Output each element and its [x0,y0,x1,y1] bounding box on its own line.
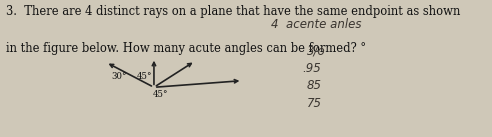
Text: 30°: 30° [111,72,126,81]
Text: 85: 85 [307,79,321,92]
Text: 4  acente anles: 4 acente anles [272,18,362,31]
Text: 45°: 45° [153,90,168,99]
Text: .95: .95 [303,62,321,75]
Text: in the figure below. How many acute angles can be formed? °: in the figure below. How many acute angl… [5,42,366,55]
Text: 3.  There are 4 distinct rays on a plane that have the same endpoint as shown: 3. There are 4 distinct rays on a plane … [5,5,460,18]
Text: 3/o: 3/o [307,45,325,58]
Text: 45°: 45° [137,72,153,81]
Text: 75: 75 [307,97,321,110]
